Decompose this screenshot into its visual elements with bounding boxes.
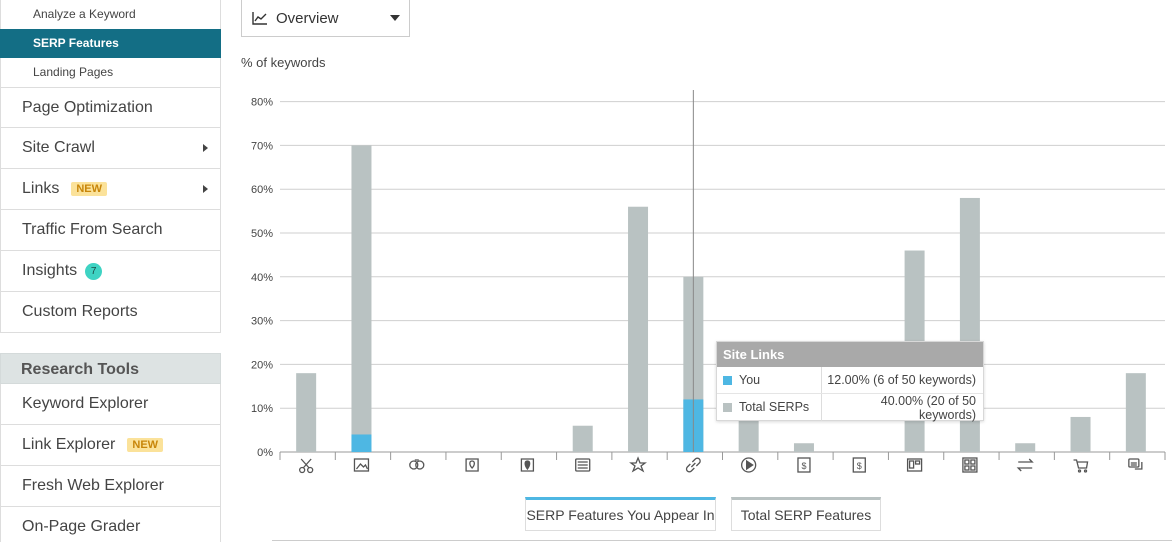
shopping-cart-icon [1073, 459, 1089, 473]
line-chart-icon [252, 12, 267, 25]
comment-icon [1128, 458, 1143, 470]
chart-tooltip: Site Links You 12.00% (6 of 50 keywords)… [716, 341, 984, 422]
bar-total[interactable] [738, 416, 759, 452]
count-badge: 7 [85, 262, 103, 280]
chevron-down-icon [390, 15, 400, 21]
divider [272, 540, 1172, 541]
y-tick-label: 80% [251, 97, 273, 109]
sidebar-item-label: Traffic From Search [22, 221, 163, 238]
serp-features-chart: 0% 10% 20% 30% 40% 50% 60% 70% 80% $ $ [251, 90, 1166, 474]
tooltip-row-value: 40.00% (20 of 50 keywords) [880, 393, 976, 422]
chevron-right-icon [203, 185, 208, 193]
link-icon [685, 457, 701, 473]
y-tick-label: 70% [251, 140, 273, 152]
svg-text:$: $ [857, 461, 862, 471]
new-badge: NEW [127, 438, 164, 452]
bar-total[interactable] [296, 373, 317, 452]
bar-total[interactable] [1070, 416, 1091, 452]
tooltip-row-value: 12.00% (6 of 50 keywords) [827, 373, 976, 387]
local-pack-icon [520, 458, 535, 472]
y-tick-label: 30% [251, 316, 273, 328]
sidebar-item-label: Link Explorer [22, 436, 116, 453]
star-icon [629, 456, 647, 473]
sidebar-item-traffic-from-search[interactable]: Traffic From Search [0, 210, 221, 251]
video-icon [741, 457, 757, 473]
knowledge-panel-icon [906, 458, 923, 472]
image-icon [353, 458, 370, 472]
y-tick-label: 60% [251, 184, 273, 196]
tooltip-row-name: Total SERPs [739, 394, 822, 421]
news-icon [575, 458, 591, 472]
legend-swatch [723, 403, 732, 412]
sidebar-subitem-serp-features[interactable]: SERP Features [0, 29, 221, 58]
sidebar: Analyze a Keyword SERP Features Landing … [0, 0, 221, 542]
y-axis-title: % of keywords [241, 55, 326, 70]
sidebar-item-links[interactable]: Links NEW [0, 169, 221, 210]
tooltip-row-total: Total SERPs 40.00% (20 of 50 keywords) [717, 393, 983, 422]
people-icon [409, 459, 425, 470]
y-tick-label: 0% [257, 447, 273, 459]
sidebar-item-label: Custom Reports [22, 303, 138, 320]
new-badge: NEW [71, 182, 108, 196]
ad-top-icon: $ [797, 457, 811, 473]
sidebar-item-label: Site Crawl [22, 139, 95, 156]
bar-total[interactable] [793, 443, 814, 452]
map-pin-icon [465, 458, 479, 472]
chevron-right-icon [203, 144, 208, 152]
sidebar-item-label: Insights [22, 262, 78, 279]
sidebar-item-label: Page Optimization [22, 98, 153, 116]
sidebar-item-page-optimization[interactable]: Page Optimization [0, 87, 221, 128]
y-tick-label: 10% [251, 403, 273, 415]
sidebar-item-label: Keyword Explorer [22, 395, 149, 412]
transfer-icon [1016, 458, 1034, 472]
scissors-icon [299, 458, 314, 474]
ad-bottom-icon: $ [852, 457, 866, 473]
sidebar-item-keyword-explorer[interactable]: Keyword Explorer [0, 384, 221, 425]
legend-toggle-you[interactable]: SERP Features You Appear In [525, 497, 716, 531]
sidebar-item-on-page-grader[interactable]: On-Page Grader [0, 507, 221, 542]
bar-total[interactable] [572, 425, 593, 452]
research-tools-heading: Research Tools [0, 353, 221, 384]
sidebar-item-label: On-Page Grader [22, 518, 141, 535]
bar-total[interactable] [1015, 443, 1036, 452]
bar-total[interactable] [1125, 373, 1146, 452]
y-tick-label: 20% [251, 359, 273, 371]
sidebar-item-custom-reports[interactable]: Custom Reports [0, 292, 221, 333]
view-select-value: Overview [276, 9, 339, 27]
sidebar-subitem-analyze-keyword[interactable]: Analyze a Keyword [0, 0, 221, 29]
bar-you[interactable] [351, 434, 372, 452]
legend-toggle-total[interactable]: Total SERP Features [731, 497, 881, 531]
sidebar-item-link-explorer[interactable]: Link Explorer NEW [0, 425, 221, 466]
sidebar-item-label: Links [22, 180, 60, 197]
tooltip-row-you: You 12.00% (6 of 50 keywords) [717, 367, 983, 394]
svg-text:$: $ [801, 461, 806, 471]
sidebar-item-fresh-web-explorer[interactable]: Fresh Web Explorer [0, 466, 221, 507]
y-tick-label: 40% [251, 272, 273, 284]
sidebar-item-label: Fresh Web Explorer [22, 477, 164, 494]
bar-total[interactable] [628, 206, 649, 452]
grid-icon [962, 457, 978, 473]
sidebar-item-insights[interactable]: Insights 7 [0, 251, 221, 292]
view-select[interactable]: Overview [241, 0, 410, 37]
tooltip-row-name: You [739, 367, 822, 393]
tooltip-title: Site Links [717, 342, 983, 367]
sidebar-subitem-landing-pages[interactable]: Landing Pages [0, 58, 221, 87]
sidebar-item-site-crawl[interactable]: Site Crawl [0, 128, 221, 169]
bar-total[interactable] [351, 145, 372, 452]
legend-swatch [723, 375, 732, 385]
y-tick-label: 50% [251, 228, 273, 240]
